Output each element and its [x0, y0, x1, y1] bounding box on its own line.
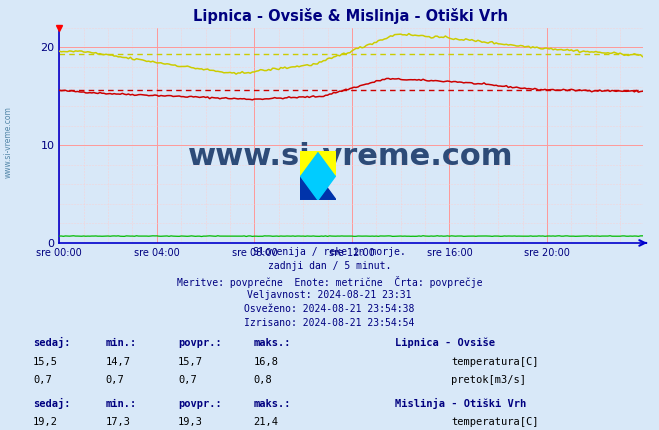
Text: maks.:: maks.: — [254, 399, 291, 409]
Title: Lipnica - Ovsiše & Mislinja - Otiški Vrh: Lipnica - Ovsiše & Mislinja - Otiški Vrh — [194, 8, 508, 24]
Text: Slovenija / reke in morje.: Slovenija / reke in morje. — [253, 247, 406, 257]
Text: 19,2: 19,2 — [33, 417, 58, 427]
Polygon shape — [300, 150, 336, 200]
Text: www.si-vreme.com: www.si-vreme.com — [188, 142, 513, 172]
Text: 0,7: 0,7 — [105, 375, 124, 385]
Text: sedaj:: sedaj: — [33, 398, 71, 409]
Text: 21,4: 21,4 — [254, 417, 279, 427]
Text: 0,8: 0,8 — [254, 375, 272, 385]
Text: sedaj:: sedaj: — [33, 337, 71, 348]
Text: Osveženo: 2024-08-21 23:54:38: Osveženo: 2024-08-21 23:54:38 — [244, 304, 415, 314]
Text: pretok[m3/s]: pretok[m3/s] — [451, 375, 527, 385]
Text: 0,7: 0,7 — [178, 375, 196, 385]
Text: 14,7: 14,7 — [105, 356, 130, 367]
Text: maks.:: maks.: — [254, 338, 291, 348]
Text: 0,7: 0,7 — [33, 375, 51, 385]
Text: min.:: min.: — [105, 399, 136, 409]
Text: zadnji dan / 5 minut.: zadnji dan / 5 minut. — [268, 261, 391, 271]
Text: povpr.:: povpr.: — [178, 399, 221, 409]
Text: 16,8: 16,8 — [254, 356, 279, 367]
Text: temperatura[C]: temperatura[C] — [451, 356, 539, 367]
Text: 19,3: 19,3 — [178, 417, 203, 427]
Text: www.si-vreme.com: www.si-vreme.com — [3, 106, 13, 178]
Polygon shape — [300, 150, 318, 175]
Text: Izrisano: 2024-08-21 23:54:54: Izrisano: 2024-08-21 23:54:54 — [244, 318, 415, 328]
Text: 15,5: 15,5 — [33, 356, 58, 367]
Text: Veljavnost: 2024-08-21 23:31: Veljavnost: 2024-08-21 23:31 — [247, 290, 412, 300]
Text: 17,3: 17,3 — [105, 417, 130, 427]
Text: min.:: min.: — [105, 338, 136, 348]
Text: Lipnica - Ovsiše: Lipnica - Ovsiše — [395, 338, 496, 348]
Text: Meritve: povprečne  Enote: metrične  Črta: povprečje: Meritve: povprečne Enote: metrične Črta:… — [177, 276, 482, 288]
Polygon shape — [318, 150, 336, 175]
Text: 15,7: 15,7 — [178, 356, 203, 367]
Polygon shape — [300, 150, 336, 200]
Text: Mislinja - Otiški Vrh: Mislinja - Otiški Vrh — [395, 398, 527, 409]
Text: temperatura[C]: temperatura[C] — [451, 417, 539, 427]
Text: povpr.:: povpr.: — [178, 338, 221, 348]
